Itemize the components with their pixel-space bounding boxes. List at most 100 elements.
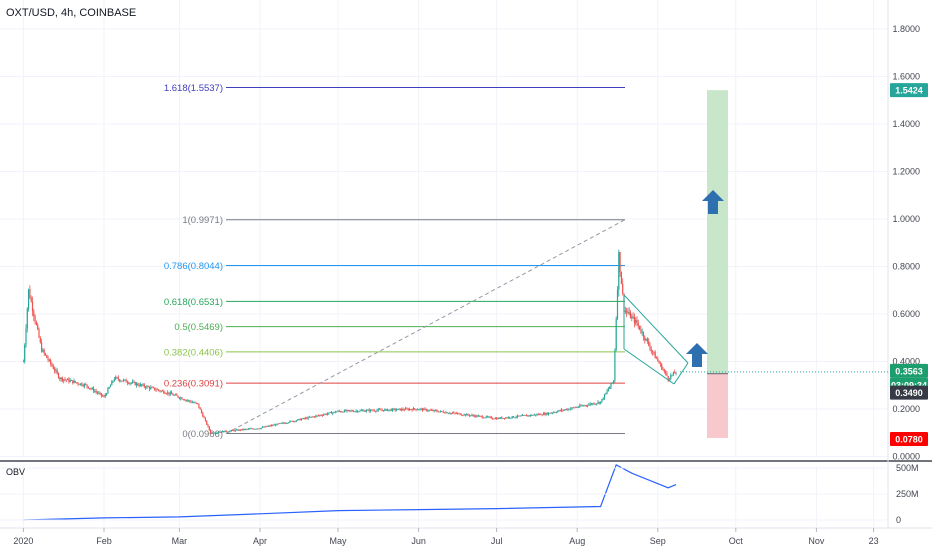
candle-body <box>141 384 143 386</box>
last-price-badge-bg <box>890 363 928 378</box>
candle-body <box>234 430 236 432</box>
candle-body <box>126 382 128 384</box>
symbol-title[interactable]: OXT/USD, 4h, COINBASE <box>6 7 136 19</box>
candle-body <box>479 415 481 417</box>
candle-body <box>536 414 538 416</box>
candle-body <box>438 411 440 413</box>
candle-body <box>174 394 177 396</box>
long-position-tool[interactable] <box>707 90 728 438</box>
candle-body <box>268 425 270 427</box>
candle-body <box>167 392 169 394</box>
obv-axis-tick: 500M <box>896 463 919 473</box>
candle-body <box>532 415 534 416</box>
candle-body <box>159 390 161 392</box>
price-axis-tick: 0.6000 <box>892 309 920 319</box>
candle-body <box>483 417 485 419</box>
obv-line <box>23 464 677 521</box>
candle-body <box>272 425 274 426</box>
candle-body <box>481 416 483 418</box>
candle-body <box>321 415 323 417</box>
candle-body <box>290 420 292 422</box>
breakout-arrow[interactable] <box>686 343 708 367</box>
time-axis-tick: Jun <box>411 536 426 546</box>
candle-body <box>507 417 509 418</box>
candle-body <box>69 380 71 382</box>
candle-body <box>119 379 121 381</box>
candle-body <box>384 409 386 411</box>
candle-body <box>82 385 84 387</box>
candle-body <box>368 409 370 412</box>
candle-body <box>646 338 648 342</box>
candle-body <box>585 405 587 407</box>
channel-lower-line[interactable] <box>623 348 675 385</box>
candle-body <box>310 416 312 418</box>
candle-body <box>87 386 89 389</box>
candle-body <box>44 353 47 356</box>
candle-body <box>277 423 279 425</box>
price-axis-tick: 1.4000 <box>892 119 920 129</box>
target-zone[interactable] <box>707 90 728 374</box>
stop-zone[interactable] <box>707 373 728 438</box>
candle-body <box>216 432 218 434</box>
time-axis[interactable]: 2020 Feb Mar Apr May Jun Jul Aug Sep Oct Nov 23 <box>13 528 879 546</box>
candle-body <box>516 415 518 418</box>
candle-body <box>60 377 62 380</box>
candle-body <box>535 414 537 416</box>
candle-body <box>228 431 230 433</box>
candle-body <box>241 429 243 431</box>
candle-body <box>544 413 546 415</box>
candle-body <box>90 388 92 390</box>
candle-body <box>299 418 301 421</box>
candle-body <box>583 405 585 407</box>
candle-body <box>388 409 390 411</box>
candle-body <box>493 418 495 420</box>
candle-body <box>411 409 413 411</box>
drawing-overlays[interactable] <box>623 190 888 385</box>
fibonacci-retracement[interactable]: 1.618(1.5537) 1(0.9971) 0.786(0.8044) 0.618… <box>164 83 626 440</box>
obv-axis-tick: 250M <box>896 489 919 499</box>
candle-body <box>80 383 82 385</box>
candle-body <box>639 325 641 330</box>
candle-body <box>108 387 110 389</box>
candle-body <box>407 408 409 411</box>
candle-body <box>223 431 225 433</box>
candle-body <box>238 429 240 431</box>
price-axis[interactable]: 1.8000 1.6000 1.4000 1.2000 1.0000 0.8000 0.60… <box>892 24 920 462</box>
fib-level-label: 0(0.0966) <box>182 429 223 440</box>
candle-body <box>298 418 300 420</box>
candle-body <box>125 379 127 383</box>
candle-body <box>121 380 123 382</box>
price-axis-tick: 0.0000 <box>892 452 920 462</box>
candle-body <box>520 415 522 417</box>
candle-body <box>59 377 61 380</box>
candle-body <box>273 424 275 426</box>
candle-body <box>329 412 331 413</box>
last-price-badge-text: 0.3563 <box>895 366 923 376</box>
candle-body <box>393 408 395 410</box>
obv-title[interactable]: OBV <box>6 467 25 477</box>
candle-body <box>502 418 504 419</box>
candle-body <box>37 324 39 330</box>
candle-body <box>312 416 314 418</box>
candle-body <box>492 418 494 420</box>
target-arrow[interactable] <box>702 190 724 214</box>
candle-body <box>420 408 422 410</box>
time-axis-tick: Mar <box>172 536 188 546</box>
candle-body <box>390 409 392 411</box>
candle-body <box>667 376 669 380</box>
candle-body <box>665 371 667 373</box>
candle-body <box>616 289 619 319</box>
candle-body <box>636 319 638 324</box>
candle-body <box>347 410 349 411</box>
candle-body <box>295 420 297 422</box>
time-axis-tick: Jul <box>491 536 503 546</box>
candle-body <box>308 416 310 418</box>
candle-body <box>475 415 477 417</box>
candle-body <box>640 329 642 333</box>
candle-body <box>135 383 138 386</box>
candle-body <box>354 411 356 412</box>
channel-upper-line[interactable] <box>623 294 689 364</box>
candle-body <box>506 417 508 419</box>
